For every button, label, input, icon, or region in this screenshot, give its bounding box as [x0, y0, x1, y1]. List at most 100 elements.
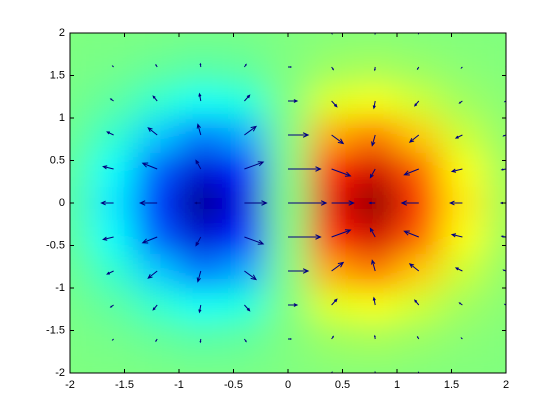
x-tick-label: -1 [174, 379, 184, 391]
heat-cell [179, 84, 224, 119]
y-tick-label: 2 [59, 27, 65, 39]
quiver-arrow [450, 168, 463, 173]
heat-cell [440, 33, 485, 51]
quiver-arrow [369, 168, 376, 179]
quiver-arrow [371, 134, 376, 147]
quiver-arrow [243, 338, 247, 343]
y-tick-label: -1 [55, 282, 65, 294]
quiver-arrow [500, 168, 506, 171]
quiver-arrow [450, 233, 463, 238]
x-tick-label: 0 [285, 379, 291, 391]
quiver-arrow [416, 335, 420, 340]
heat-cell [397, 33, 442, 51]
quiver-arrow [331, 335, 335, 340]
heat-cell [91, 254, 136, 289]
heat-cell [353, 220, 398, 255]
quiver-arrow [244, 236, 265, 245]
heat-cell [70, 33, 93, 51]
heat-cell [309, 288, 354, 323]
heat-cell [70, 50, 93, 85]
quiver-arrow [460, 66, 463, 69]
quiver-arrow [199, 62, 202, 68]
quiver-arrow [408, 134, 420, 143]
x-tick-label: 2 [503, 379, 509, 391]
heat-cell [440, 186, 485, 221]
quiver-arrow [454, 134, 463, 139]
axes: -2 -1.5 -1 -0.5 0 0.5 1 1.5 2 -2 -1.5 -1 -0.5 0 0.5 1 1.… [46, 27, 509, 391]
heat-cell [135, 356, 180, 373]
quiver-arrow [416, 66, 420, 71]
quiver-arrow [331, 200, 355, 206]
quiver-arrow [106, 131, 114, 136]
heat-cell [70, 254, 93, 289]
y-tick-label: -2 [55, 367, 65, 379]
heat-cell [484, 186, 506, 221]
quiver-arrow [414, 100, 420, 107]
heat-cell [440, 322, 485, 357]
heat-cell [179, 152, 224, 187]
heat-cell [179, 186, 224, 221]
heat-cell [222, 33, 267, 51]
heat-cell [440, 152, 485, 187]
heat-cell [440, 288, 485, 323]
heat-cell [91, 84, 136, 119]
x-tick-label: -2 [65, 379, 75, 391]
heat-cell [484, 322, 506, 357]
heat-cell [484, 118, 506, 153]
quiver-arrow [109, 304, 114, 308]
quiver-arrow [147, 127, 158, 136]
heat-cell [484, 50, 506, 85]
quiver-arrow [449, 200, 463, 206]
y-tick-label: 0.5 [50, 154, 65, 166]
heat-cell [135, 254, 180, 289]
heat-cell [222, 356, 267, 373]
heat-cell [484, 254, 506, 289]
y-tick-label: -1.5 [46, 324, 65, 336]
heat-cell [179, 356, 224, 373]
heat-cell [309, 33, 354, 51]
quiver-arrow [198, 304, 202, 314]
quiver-arrow [373, 66, 376, 72]
quiver-arrow [244, 304, 251, 312]
quiver-arrow [288, 132, 310, 138]
quiver-arrow [106, 270, 114, 275]
quiver-arrow [244, 200, 268, 206]
heat-cell [440, 356, 485, 373]
heat-cell [397, 288, 442, 323]
quiver-arrow [288, 200, 328, 206]
heat-cell [70, 84, 93, 119]
quiver-arrow [403, 230, 419, 238]
heat-cell [353, 288, 398, 323]
heat-cell [91, 186, 136, 221]
quiver-arrow [244, 161, 265, 170]
heat-cell [91, 356, 136, 373]
heat-cell [91, 33, 136, 51]
heat-cell [179, 33, 224, 51]
heat-cell [440, 118, 485, 153]
heat-cell [440, 84, 485, 119]
heat-cell [353, 186, 398, 221]
quiver-arrow [244, 125, 258, 136]
heat-cell [353, 322, 398, 357]
quiver-arrow [458, 302, 463, 306]
quiver-arrow [155, 338, 158, 343]
heat-cell [484, 356, 506, 373]
quiver-arrow [102, 165, 114, 170]
quiver-arrow [414, 299, 420, 306]
y-tick-label: -0.5 [46, 239, 65, 251]
heat-cell [353, 33, 398, 51]
heat-cell [70, 322, 93, 357]
quiver-arrow [196, 270, 202, 283]
heat-cell [397, 220, 442, 255]
x-tick-label: 1 [394, 379, 400, 391]
quiver-arrow [288, 166, 322, 172]
heat-cell [484, 84, 506, 119]
y-tick-label: 0 [59, 197, 65, 209]
quiver-arrow [331, 229, 352, 238]
quiver-arrow [141, 162, 158, 170]
quiver-arrow [371, 259, 376, 272]
quiver-arrow [70, 168, 71, 169]
heat-cell [135, 33, 180, 51]
quiver-arrow [193, 201, 201, 205]
heat-cell [484, 288, 506, 323]
